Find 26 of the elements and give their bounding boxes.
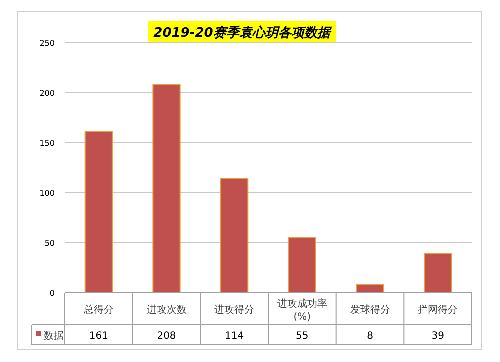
x-tick-label: 进攻得分 [214, 304, 255, 316]
bar [220, 178, 249, 294]
bar [424, 254, 452, 294]
x-tick-label: 进攻成功率(%) [277, 298, 328, 323]
y-tick-label: 200 [40, 89, 55, 98]
x-tick-label: 总得分 [82, 304, 114, 316]
data-label: 39 [432, 331, 444, 342]
chart-title: 2019-20赛季袁心玥各项数据 [154, 25, 332, 41]
x-tick-label: 发球得分 [350, 304, 390, 316]
y-tick-label: 50 [44, 239, 55, 248]
y-tick-label: 100 [40, 189, 55, 198]
data-label: 114 [225, 331, 244, 342]
x-tick-label: 进攻次数 [146, 304, 187, 316]
data-label: 161 [89, 331, 108, 342]
bar [356, 284, 384, 294]
data-label: 8 [367, 331, 374, 342]
y-tick-label: 150 [40, 139, 55, 148]
data-label: 208 [157, 331, 176, 342]
legend-label: 数据 [44, 330, 64, 342]
bar [84, 132, 113, 294]
bar [152, 84, 181, 294]
y-tick-label: 250 [40, 39, 55, 48]
x-tick-label: 拦网得分 [418, 304, 458, 316]
y-tick-label: 0 [50, 289, 55, 298]
bar [288, 238, 316, 294]
data-label: 55 [296, 331, 309, 342]
